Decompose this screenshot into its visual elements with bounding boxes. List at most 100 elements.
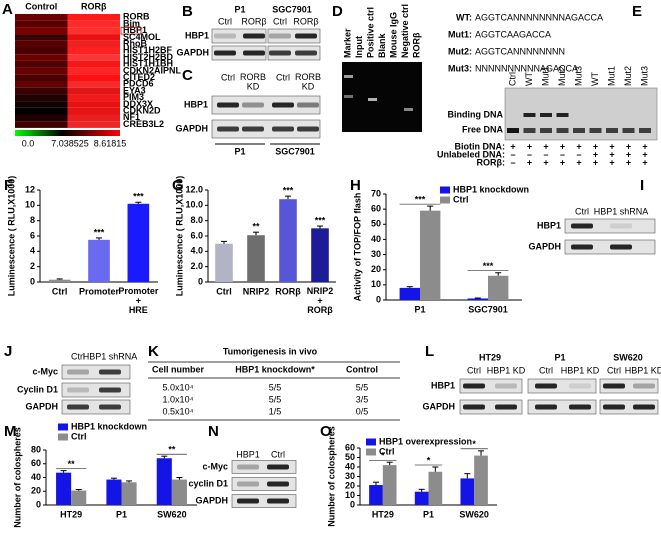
heatmap-cell bbox=[15, 47, 68, 55]
table-cell: 0/5 bbox=[356, 406, 369, 416]
gene-label: DDX3X bbox=[123, 99, 153, 109]
condition-label: Biotin DNA: bbox=[455, 141, 506, 151]
heatmap-cell bbox=[67, 20, 120, 28]
blot-band bbox=[269, 33, 291, 39]
panel-letter: G bbox=[172, 177, 184, 194]
sign: – bbox=[510, 149, 515, 159]
y-tick-label: 20 bbox=[371, 264, 381, 274]
blot-band bbox=[569, 404, 591, 410]
sign: + bbox=[560, 141, 565, 151]
lane-label: Ctrl bbox=[607, 365, 621, 375]
gene-label: SC4MOL bbox=[123, 32, 161, 42]
y-tick-label: 50 bbox=[345, 452, 355, 462]
blot-band bbox=[267, 481, 289, 487]
error-bar bbox=[478, 450, 485, 456]
probe-name: WT: bbox=[456, 12, 472, 22]
blot-band bbox=[633, 404, 655, 410]
blot-band bbox=[463, 404, 485, 410]
heatmap-cell bbox=[67, 34, 120, 41]
legend-swatch bbox=[440, 196, 450, 204]
heatmap-cell bbox=[15, 20, 68, 28]
blot-band bbox=[243, 33, 265, 39]
y-axis-label: Activity of TOP/FOP flash bbox=[352, 193, 362, 302]
error-bar bbox=[386, 461, 393, 466]
blot-membrane bbox=[231, 477, 297, 491]
sign: – bbox=[560, 149, 565, 159]
lane-label: HBP1 shRNA bbox=[594, 206, 649, 216]
gel-band bbox=[540, 128, 552, 133]
blot-membrane bbox=[61, 399, 131, 415]
lane-label: Negative ctrl bbox=[400, 4, 410, 58]
y-axis-label: Number of colospheres bbox=[12, 427, 22, 528]
legend-swatch bbox=[366, 438, 376, 446]
heatmap-cell bbox=[15, 121, 68, 128]
error-bar bbox=[176, 477, 183, 480]
gene-label: HIST1H2BF bbox=[123, 45, 173, 55]
blot-band bbox=[242, 102, 264, 108]
legend-label: HBP1 overexpression bbox=[379, 436, 472, 446]
error-bar bbox=[96, 237, 102, 240]
bar bbox=[399, 287, 420, 300]
row-label: Cyclin D1 bbox=[17, 384, 58, 394]
table-cell: 1/5 bbox=[269, 406, 282, 416]
blot-header: SW620 bbox=[613, 352, 643, 362]
heatmap-cell bbox=[15, 54, 68, 61]
scale-label: 7.038525 bbox=[51, 138, 89, 148]
heatmap-cell bbox=[15, 74, 68, 81]
y-tick-label: 6 bbox=[30, 230, 35, 240]
panel-letter: N bbox=[208, 423, 219, 440]
gel-band bbox=[589, 128, 602, 133]
blot-membrane bbox=[211, 45, 267, 61]
y-tick-label: 4.0 bbox=[190, 246, 203, 256]
sign: + bbox=[510, 141, 515, 151]
blot-membrane bbox=[211, 28, 267, 44]
sign: – bbox=[576, 149, 581, 159]
legend-swatch bbox=[58, 423, 68, 431]
row-label: c-Myc bbox=[32, 366, 58, 376]
significance: *** bbox=[133, 192, 144, 202]
x-tick-label: Ctrl bbox=[52, 286, 68, 296]
heatmap-cell bbox=[15, 107, 68, 115]
panel-letter: I bbox=[640, 177, 644, 194]
blot-band bbox=[633, 383, 655, 389]
y-tick-label: 0 bbox=[376, 294, 381, 304]
gel-band bbox=[556, 128, 569, 133]
blot-band bbox=[217, 102, 239, 108]
y-tick-label: 10.0 bbox=[185, 200, 203, 210]
lane-label: HBP1 KD bbox=[561, 365, 600, 375]
error-bar bbox=[56, 278, 63, 280]
heatmap-cell bbox=[15, 60, 68, 68]
legend-label: HBP1 knockdown bbox=[453, 184, 529, 194]
heatmap-cell bbox=[15, 34, 68, 41]
significance: *** bbox=[94, 227, 105, 237]
blot-membrane bbox=[527, 378, 597, 394]
row-label: GAPDH bbox=[25, 401, 58, 411]
blot-band bbox=[214, 50, 236, 56]
blot-band bbox=[237, 481, 259, 487]
blot-band bbox=[603, 383, 625, 389]
error-bar bbox=[285, 195, 291, 200]
blot-header: HT29 bbox=[479, 352, 501, 362]
y-tick-label: 40 bbox=[345, 461, 355, 471]
gel-band bbox=[344, 75, 353, 78]
gel-band bbox=[507, 128, 519, 133]
bar bbox=[382, 465, 397, 505]
significance: *** bbox=[415, 194, 426, 204]
sign: + bbox=[642, 149, 647, 159]
significance: *** bbox=[315, 215, 326, 225]
table-cell: 5.0x10⁴ bbox=[163, 382, 194, 392]
significance: ** bbox=[168, 445, 176, 455]
gene-label: PDCD6 bbox=[123, 79, 154, 89]
gel-band bbox=[573, 128, 585, 133]
table-header: Control bbox=[346, 364, 378, 374]
bar bbox=[420, 210, 441, 300]
panel-letter: M bbox=[4, 423, 17, 440]
lane-label: HBP1 shRNA bbox=[83, 351, 138, 361]
lane-label: Mut1 bbox=[540, 66, 550, 86]
sign: + bbox=[609, 149, 614, 159]
heatmap-column: Control bbox=[25, 1, 57, 11]
bar bbox=[106, 479, 122, 505]
gel-band bbox=[622, 128, 635, 133]
heatmap-cell bbox=[15, 81, 68, 88]
blot-band bbox=[295, 50, 317, 56]
